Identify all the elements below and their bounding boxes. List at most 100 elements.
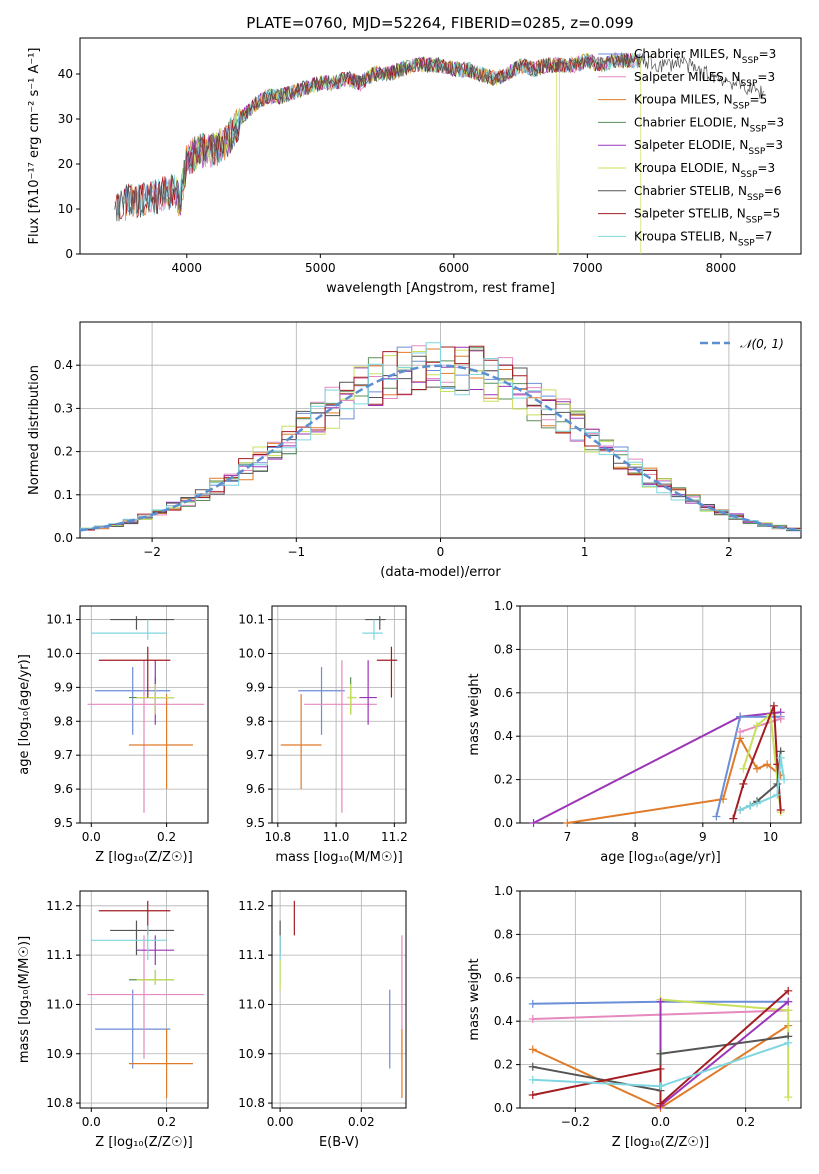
y-tick-label: 10.1 <box>46 613 73 627</box>
data-point <box>712 812 721 821</box>
y-axis-label: mass weight <box>467 673 482 755</box>
y-axis-label: mass weight <box>467 958 482 1040</box>
data-point <box>773 790 782 799</box>
data-point <box>729 814 738 823</box>
y-tick-label: 0.2 <box>494 1058 513 1072</box>
y-tick-label: 0.2 <box>494 773 513 787</box>
normal-curve <box>79 364 802 532</box>
data-point <box>784 1006 793 1015</box>
y-axis-label: Normed distribution <box>27 365 42 495</box>
data-point <box>736 805 745 814</box>
x-tick-label: −2 <box>143 545 161 559</box>
data-point <box>769 701 778 710</box>
x-tick-label: 5000 <box>305 261 336 275</box>
x-axis-label: age [log₁₀(age/yr)] <box>600 850 721 865</box>
x-tick-label: 0.0 <box>651 1115 670 1129</box>
y-tick-label: 9.5 <box>246 816 265 830</box>
data-point <box>776 714 785 723</box>
x-axis-label: wavelength [Angstrom, rest frame] <box>326 281 555 296</box>
data-point <box>528 999 537 1008</box>
y-tick-label: 11.2 <box>46 899 73 913</box>
data-point <box>656 1082 665 1091</box>
x-tick-label: 0.0 <box>82 1115 101 1129</box>
axes-frame <box>519 605 802 824</box>
x-tick-label: 0.0 <box>82 830 101 844</box>
legend-entry: Chabrier MILES, NSSP=3 <box>634 47 776 66</box>
data-point <box>656 1049 665 1058</box>
y-tick-label: 10.9 <box>238 1047 265 1061</box>
x-tick-label: 11.0 <box>323 830 350 844</box>
panel-age_vs_mass: 10.8 11.0 11.2 9.5 9.6 9.7 9.8 9.9 10.0 10.1 mass … <box>238 605 408 865</box>
data-point <box>784 986 793 995</box>
data-point <box>528 1090 537 1099</box>
y-tick-label: 9.5 <box>54 816 73 830</box>
data-point <box>763 760 772 769</box>
y-tick-label: 0.1 <box>54 488 73 502</box>
y-tick-label: 11.1 <box>46 948 73 962</box>
legend-entry: 𝒩(0, 1) <box>740 337 784 351</box>
data-point <box>563 819 572 827</box>
y-tick-label: 30 <box>58 112 73 126</box>
y-tick-label: 0 <box>65 247 73 261</box>
y-tick-label: 11.0 <box>46 997 73 1011</box>
data-point <box>656 1099 665 1108</box>
data-point <box>529 819 538 827</box>
y-tick-label: 10.1 <box>238 613 265 627</box>
y-tick-label: 1.0 <box>494 599 513 613</box>
legend-entry: Salpeter MILES, NSSP=3 <box>634 70 775 89</box>
x-tick-label: 0.2 <box>157 1115 176 1129</box>
legend-entry: Chabrier STELIB, NSSP=6 <box>634 184 782 203</box>
y-tick-label: 1.0 <box>494 884 513 898</box>
x-axis-label: Z [log₁₀(Z/Z☉)] <box>95 850 192 865</box>
panel-mass_vs_Z: 0.0 0.2 10.8 10.9 11.0 11.1 11.2 Z [log₁₀(Z/Z☉)… <box>17 890 209 1150</box>
spectrum-line-chabrier-stelib <box>114 52 765 222</box>
y-tick-label: 0.0 <box>494 1101 513 1115</box>
spectrum-line-chabrier-elodie <box>175 51 642 210</box>
spectrum-line-salpeter-stelib <box>114 53 641 220</box>
y-tick-label: 9.6 <box>54 782 73 796</box>
y-tick-label: 10.0 <box>46 646 73 660</box>
axes-frame <box>79 890 209 1109</box>
data-point <box>736 712 745 721</box>
y-tick-label: 0.6 <box>494 686 513 700</box>
y-tick-label: 10.8 <box>46 1096 73 1110</box>
legend-entry: Kroupa STELIB, NSSP=7 <box>634 229 772 248</box>
y-tick-label: 0.0 <box>494 816 513 830</box>
y-tick-label: 11.2 <box>238 899 265 913</box>
panel-weight_vs_Z: −0.2 0.0 0.2 0.0 0.2 0.4 0.6 0.8 1.0 Z [log₁₀(Z/Z… <box>467 884 802 1150</box>
x-tick-label: 9 <box>699 830 707 844</box>
x-tick-label: 0.02 <box>348 1115 375 1129</box>
axes-frame <box>79 37 802 255</box>
y-tick-label: 9.7 <box>54 748 73 762</box>
data-point <box>736 727 745 736</box>
x-tick-label: 0.2 <box>736 1115 755 1129</box>
legend-entry: Salpeter ELODIE, NSSP=3 <box>634 138 783 157</box>
x-tick-label: 0.2 <box>157 830 176 844</box>
y-tick-label: 0.4 <box>494 1014 513 1028</box>
y-tick-label: 10.9 <box>46 1047 73 1061</box>
y-tick-label: 9.8 <box>54 714 73 728</box>
panel-weight_vs_age: 7 8 9 10 0.0 0.2 0.4 0.6 0.8 1.0 age [log₁₀(age/yr… <box>467 599 802 865</box>
x-tick-label: 1 <box>581 545 589 559</box>
data-point <box>528 1062 537 1071</box>
y-tick-label: 11.0 <box>238 997 265 1011</box>
x-tick-label: 2 <box>725 545 733 559</box>
x-axis-label: E(B-V) <box>319 1135 359 1150</box>
legend-entry: Salpeter STELIB, NSSP=5 <box>634 207 780 226</box>
x-tick-label: 4000 <box>172 261 203 275</box>
panel-age_vs_Z: 0.0 0.2 9.5 9.6 9.7 9.8 9.9 10.0 10.1 Z [log₁₀(Z/… <box>17 605 209 865</box>
spectrum-legend: Chabrier MILES, NSSP=3 Salpeter MILES, NS… <box>598 47 784 248</box>
y-tick-label: 0.4 <box>54 358 73 372</box>
y-tick-label: 10.8 <box>238 1096 265 1110</box>
y-tick-label: 9.8 <box>246 714 265 728</box>
y-axis-label: mass [log₁₀(M/M☉)] <box>17 936 32 1063</box>
y-tick-label: 0.8 <box>494 927 513 941</box>
data-point <box>752 721 761 730</box>
y-tick-label: 0.3 <box>54 401 73 415</box>
data-point <box>746 801 755 810</box>
x-tick-label: 7000 <box>572 261 603 275</box>
panel-mass_vs_ebv: 0.00 0.02 10.8 10.9 11.0 11.1 11.2 E(B-V) <box>238 890 407 1150</box>
axes-frame <box>271 605 407 824</box>
data-point <box>528 1075 537 1084</box>
